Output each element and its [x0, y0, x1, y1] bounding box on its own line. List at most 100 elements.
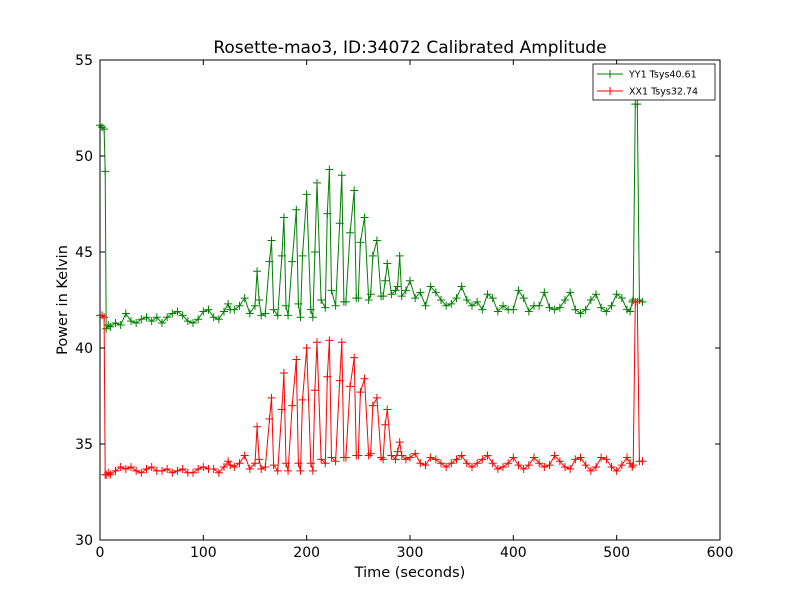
data-point	[335, 376, 344, 385]
data-point	[251, 301, 259, 310]
data-point	[633, 297, 642, 306]
data-point	[597, 303, 606, 312]
data-point	[379, 292, 388, 301]
data-point	[478, 305, 487, 314]
data-point	[163, 313, 172, 322]
data-point	[224, 457, 233, 466]
data-point	[519, 294, 528, 303]
data-point	[524, 307, 533, 316]
data-point	[147, 317, 156, 326]
data-point	[279, 213, 288, 222]
data-point	[372, 393, 381, 402]
data-point	[368, 251, 377, 260]
data-point	[397, 292, 406, 301]
data-point	[350, 186, 359, 195]
data-point	[104, 320, 113, 329]
data-point	[137, 468, 146, 477]
data-point	[331, 457, 340, 466]
data-point	[576, 309, 585, 318]
data-point	[261, 309, 270, 318]
data-point	[235, 459, 244, 468]
data-point	[493, 307, 502, 316]
legend-label: XX1 Tsys32.74	[629, 87, 698, 98]
data-point	[116, 320, 125, 329]
data-point	[356, 388, 365, 397]
chart-title: Rosette-mao3, ID:34072 Calibrated Amplit…	[213, 38, 606, 58]
data-point	[230, 305, 239, 314]
data-point	[267, 393, 276, 402]
data-point	[294, 299, 303, 308]
data-point	[194, 315, 203, 324]
data-point	[395, 251, 404, 260]
data-point	[566, 288, 575, 297]
data-point	[317, 296, 326, 304]
legend-box	[592, 63, 716, 101]
data-point	[366, 290, 375, 299]
x-tick-label: 400	[500, 545, 527, 561]
data-point	[387, 290, 396, 299]
data-point	[269, 461, 278, 470]
data-point	[173, 307, 182, 316]
data-point	[337, 171, 346, 180]
data-point	[253, 422, 262, 431]
data-point	[638, 457, 647, 466]
data-point	[284, 311, 293, 320]
data-point	[209, 313, 218, 322]
data-point	[327, 453, 336, 462]
data-point	[282, 459, 290, 468]
data-point	[391, 286, 400, 295]
data-point	[488, 459, 497, 468]
data-point	[132, 319, 141, 328]
data-point	[395, 438, 404, 447]
data-point	[350, 353, 359, 362]
data-point	[602, 455, 611, 464]
data-point	[545, 303, 554, 312]
data-point	[178, 464, 187, 473]
data-point	[514, 461, 523, 470]
data-point	[366, 449, 375, 458]
data-point	[251, 459, 259, 468]
data-point	[411, 294, 420, 303]
data-point	[341, 297, 350, 306]
data-point	[401, 455, 410, 464]
data-point	[571, 455, 580, 464]
data-point	[612, 466, 621, 475]
legend-marker	[606, 70, 614, 78]
data-point	[277, 405, 286, 414]
data-point	[416, 459, 425, 468]
data-point	[597, 453, 606, 462]
y-axis-label: Power in Kelvin	[55, 245, 71, 355]
data-point	[121, 309, 130, 318]
data-point	[462, 296, 471, 304]
data-point	[397, 451, 406, 460]
data-point	[147, 463, 156, 472]
data-point	[346, 228, 355, 237]
data-point	[106, 322, 115, 331]
data-point	[452, 294, 461, 303]
data-point	[310, 386, 319, 395]
data-point	[406, 276, 414, 285]
data-point	[273, 466, 282, 475]
data-point	[437, 296, 445, 304]
data-point	[189, 319, 197, 328]
data-point	[255, 296, 264, 304]
data-point	[381, 420, 390, 429]
data-point	[524, 461, 533, 470]
data-point	[245, 464, 254, 473]
data-point	[431, 455, 440, 464]
data-point	[302, 344, 311, 352]
data-point	[437, 459, 445, 468]
data-point	[626, 307, 635, 316]
data-point	[220, 307, 228, 316]
data-point	[540, 288, 549, 297]
data-point	[504, 459, 513, 468]
plot-frame	[99, 59, 721, 541]
data-point	[288, 401, 297, 410]
data-point	[323, 372, 332, 381]
data-point	[381, 276, 390, 285]
data-point	[277, 251, 286, 260]
data-point	[323, 209, 332, 218]
data-point	[265, 257, 274, 266]
data-point	[519, 464, 528, 473]
